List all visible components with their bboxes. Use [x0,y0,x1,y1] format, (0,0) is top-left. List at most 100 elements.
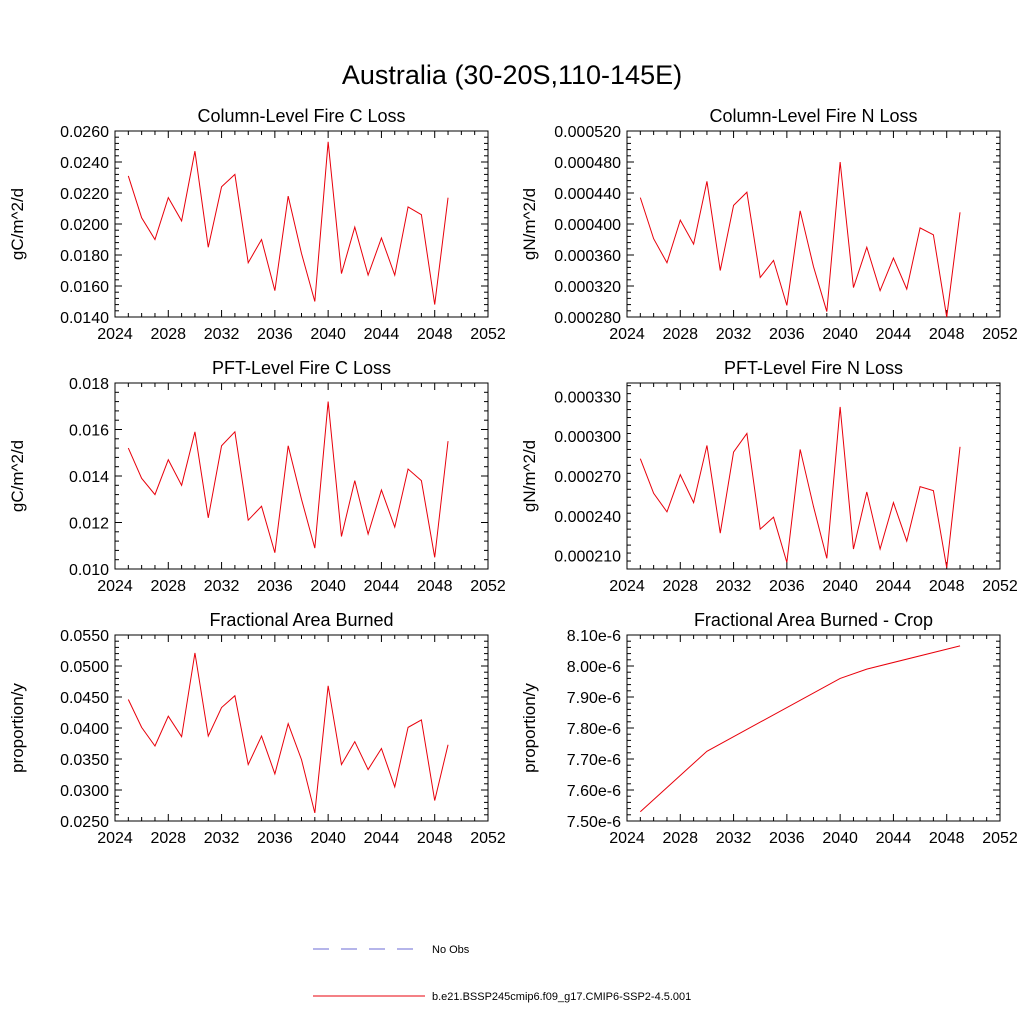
chart-panel-column-fire-n-loss: Column-Level Fire N Loss gN/m^2/d 2024 2028… [520,106,1018,343]
plot-frame [626,382,1001,570]
y-tick-label: 0.000240 [554,509,621,526]
chart-panel-fractional-area-burned: Fractional Area Burned proportion/y 2024 20… [8,610,506,847]
x-tick-label: 2032 [204,326,240,343]
x-tick-label: 2032 [204,830,240,847]
legend: No Obs b.e21.BSSP245cmip6.f09_g17.CMIP6-… [313,944,691,1003]
y-tick-label: 7.70e-6 [567,752,621,769]
panel-title: Column-Level Fire C Loss [197,106,405,126]
y-tick-label: 7.50e-6 [567,814,621,831]
y-tick-label: 0.012 [69,516,109,533]
x-tick-label: 2040 [822,326,858,343]
y-tick-label: 0.0160 [60,279,109,296]
x-tick-label: 2024 [609,830,645,847]
y-tick-label: 0.016 [69,423,109,440]
y-tick-label: 0.000300 [554,429,621,446]
x-tick-label: 2044 [364,578,400,595]
y-tick-label: 0.000320 [554,279,621,296]
x-tick-label: 2052 [470,326,506,343]
y-tick-label: 0.000520 [554,124,621,141]
x-tick-label: 2024 [97,578,133,595]
series-line [127,401,449,558]
chart-panel-pft-fire-c-loss: PFT-Level Fire C Loss gC/m^2/d 2024 2028 203… [8,358,506,595]
y-tick-label: 8.00e-6 [567,659,621,676]
y-tick-label: 7.90e-6 [567,690,621,707]
chart-panel-fractional-area-burned-crop: Fractional Area Burned - Crop proportion/… [520,610,1018,847]
y-tick-label: 0.0550 [60,628,109,645]
x-tick-label: 2044 [364,830,400,847]
y-tick-label: 0.000210 [554,549,621,566]
y-tick-label: 0.000280 [554,310,621,327]
series-line [639,645,961,813]
y-tick-label: 0.010 [69,562,109,579]
x-tick-label: 2044 [364,326,400,343]
y-tick-label: 0.018 [69,376,109,393]
plot-frame [626,634,1001,822]
x-tick-label: 2028 [150,578,186,595]
panel-title: Column-Level Fire N Loss [709,106,917,126]
y-tick-label: 8.10e-6 [567,628,621,645]
x-tick-label: 2036 [769,578,805,595]
y-tick-label: 0.000270 [554,469,621,486]
y-tick-label: 0.000440 [554,186,621,203]
y-tick-label: 0.000360 [554,248,621,265]
y-tick-label: 0.0240 [60,155,109,172]
y-tick-label: 0.000480 [554,155,621,172]
legend-label-no-obs: No Obs [432,944,470,956]
y-axis-label: gN/m^2/d [520,440,539,512]
x-tick-label: 2032 [716,578,752,595]
x-tick-label: 2024 [97,830,133,847]
x-tick-label: 2044 [876,326,912,343]
x-tick-label: 2036 [769,326,805,343]
x-tick-label: 2028 [662,326,698,343]
x-tick-label: 2028 [150,326,186,343]
y-tick-label: 0.0450 [60,690,109,707]
x-tick-label: 2052 [470,578,506,595]
y-axis-label: proportion/y [520,683,539,773]
x-tick-label: 2028 [150,830,186,847]
x-tick-label: 2048 [417,830,453,847]
x-tick-label: 2040 [310,830,346,847]
x-tick-label: 2044 [876,578,912,595]
y-tick-label: 0.0300 [60,783,109,800]
figure-title: Australia (30-20S,110-145E) [342,60,682,90]
y-axis-label: gC/m^2/d [8,188,27,260]
y-tick-label: 7.80e-6 [567,721,621,738]
y-tick-label: 0.0500 [60,659,109,676]
series-line [639,406,961,568]
y-tick-label: 0.0400 [60,721,109,738]
x-tick-label: 2048 [417,578,453,595]
legend-label-case: b.e21.BSSP245cmip6.f09_g17.CMIP6-SSP2-4.… [432,991,691,1003]
x-tick-label: 2048 [929,830,965,847]
x-tick-label: 2036 [257,578,293,595]
plot-frame [114,634,489,822]
x-tick-label: 2040 [310,326,346,343]
y-tick-label: 0.0250 [60,814,109,831]
y-tick-label: 0.014 [69,469,109,486]
x-tick-label: 2052 [982,830,1018,847]
x-tick-label: 2048 [929,578,965,595]
y-axis-label: gC/m^2/d [8,440,27,512]
x-tick-label: 2040 [822,578,858,595]
x-tick-label: 2036 [257,326,293,343]
x-tick-label: 2044 [876,830,912,847]
series-line [639,161,961,318]
y-tick-label: 0.0260 [60,124,109,141]
x-tick-label: 2052 [982,326,1018,343]
x-tick-label: 2032 [716,830,752,847]
x-tick-label: 2024 [97,326,133,343]
x-tick-label: 2036 [769,830,805,847]
chart-panel-column-fire-c-loss: Column-Level Fire C Loss gC/m^2/d 2024 2028… [8,106,506,343]
x-tick-label: 2024 [609,326,645,343]
x-tick-label: 2032 [204,578,240,595]
y-tick-label: 0.000400 [554,217,621,234]
y-axis-label: gN/m^2/d [520,188,539,260]
y-tick-label: 0.0220 [60,186,109,203]
y-tick-label: 0.0140 [60,310,109,327]
chart-panel-pft-fire-n-loss: PFT-Level Fire N Loss gN/m^2/d 2024 2028 203… [520,358,1018,595]
series-line [127,141,449,305]
y-tick-label: 0.000330 [554,389,621,406]
x-tick-label: 2036 [257,830,293,847]
y-axis-label: proportion/y [8,683,27,773]
x-tick-label: 2028 [662,830,698,847]
